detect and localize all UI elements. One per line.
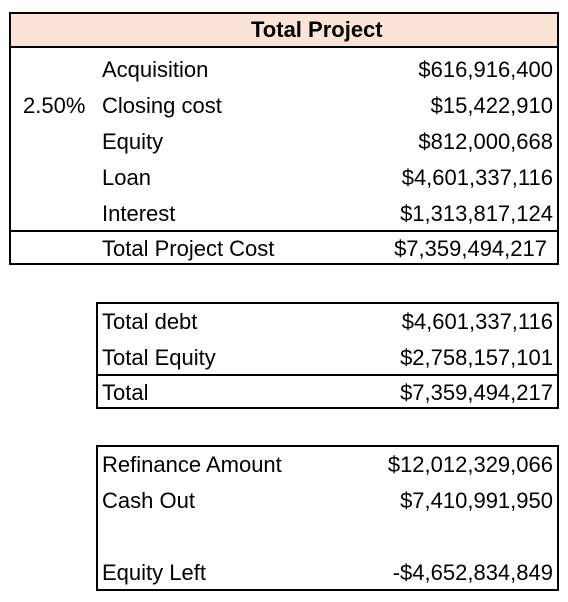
closing-cost-label: Closing cost — [102, 93, 222, 118]
cash-out-value: $7,410,991,950 — [400, 488, 553, 513]
total-label: Total — [102, 380, 149, 405]
total-project-divider — [11, 230, 557, 232]
table-row-total-project-cost: Total Project Cost $7,359,494,217 — [11, 231, 557, 267]
cash-out-label: Cash Out — [102, 488, 195, 513]
table-row-total-debt: Total debt $4,601,337,116 — [98, 304, 557, 340]
loan-label: Loan — [102, 165, 151, 190]
acquisition-value: $616,916,400 — [418, 57, 553, 82]
total-value: $7,359,494,217 — [400, 380, 553, 405]
table-row-equity-left: Equity Left -$4,652,834,849 — [98, 555, 557, 591]
equity-value: $812,000,668 — [418, 129, 553, 154]
closing-cost-rate: 2.50% — [23, 93, 86, 118]
total-project-cost-label: Total Project Cost — [102, 236, 275, 261]
table-row-acquisition: Acquisition $616,916,400 — [11, 52, 557, 88]
acquisition-label: Acquisition — [102, 57, 209, 82]
table-row-cash-out: Cash Out $7,410,991,950 — [98, 483, 557, 519]
table-row-loan: Loan $4,601,337,116 — [11, 160, 557, 196]
interest-label: Interest — [102, 201, 176, 226]
total-debt-value: $4,601,337,116 — [401, 309, 553, 334]
table-row-total: Total $7,359,494,217 — [98, 375, 557, 411]
debt-equity-table: Total debt $4,601,337,116 Total Equity $… — [96, 302, 559, 409]
interest-value: $1,313,817,124 — [400, 201, 553, 226]
total-project-header-text: Total Project — [251, 17, 383, 42]
table-row-equity: Equity $812,000,668 — [11, 124, 557, 160]
equity-label: Equity — [102, 129, 164, 154]
total-debt-label: Total debt — [102, 309, 198, 334]
table-row-interest: Interest $1,313,817,124 — [11, 196, 557, 232]
equity-left-label: Equity Left — [102, 560, 206, 585]
table-row-total-equity: Total Equity $2,758,157,101 — [98, 340, 557, 376]
table-row-closing-cost: 2.50% Closing cost $15,422,910 — [11, 88, 557, 124]
refinance-amount-value: $12,012,329,066 — [387, 452, 553, 477]
equity-left-value: -$4,652,834,849 — [392, 560, 553, 585]
refinance-amount-label: Refinance Amount — [102, 452, 282, 477]
table-row-refinance-amount: Refinance Amount $12,012,329,066 — [98, 447, 557, 483]
loan-value: $4,601,337,116 — [401, 165, 553, 190]
refinance-table: Refinance Amount $12,012,329,066 Cash Ou… — [96, 445, 559, 591]
total-project-cost-value: $7,359,494,217 — [394, 236, 547, 261]
debt-equity-divider — [98, 374, 557, 376]
total-project-header: Total Project — [11, 14, 557, 48]
total-equity-value: $2,758,157,101 — [400, 345, 553, 370]
total-equity-label: Total Equity — [102, 345, 216, 370]
total-project-table: Total Project Acquisition $616,916,400 2… — [9, 12, 559, 265]
closing-cost-value: $15,422,910 — [430, 93, 553, 118]
